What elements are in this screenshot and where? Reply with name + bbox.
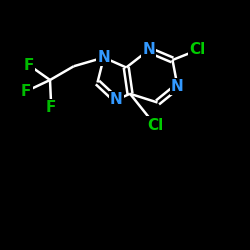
Text: N: N	[110, 92, 122, 108]
Text: N: N	[142, 42, 155, 58]
Text: Cl: Cl	[147, 118, 163, 132]
Text: F: F	[46, 100, 56, 115]
Text: Cl: Cl	[190, 42, 206, 58]
Text: N: N	[171, 79, 184, 94]
Text: N: N	[98, 50, 110, 65]
Text: F: F	[24, 58, 34, 72]
Text: F: F	[21, 84, 32, 99]
